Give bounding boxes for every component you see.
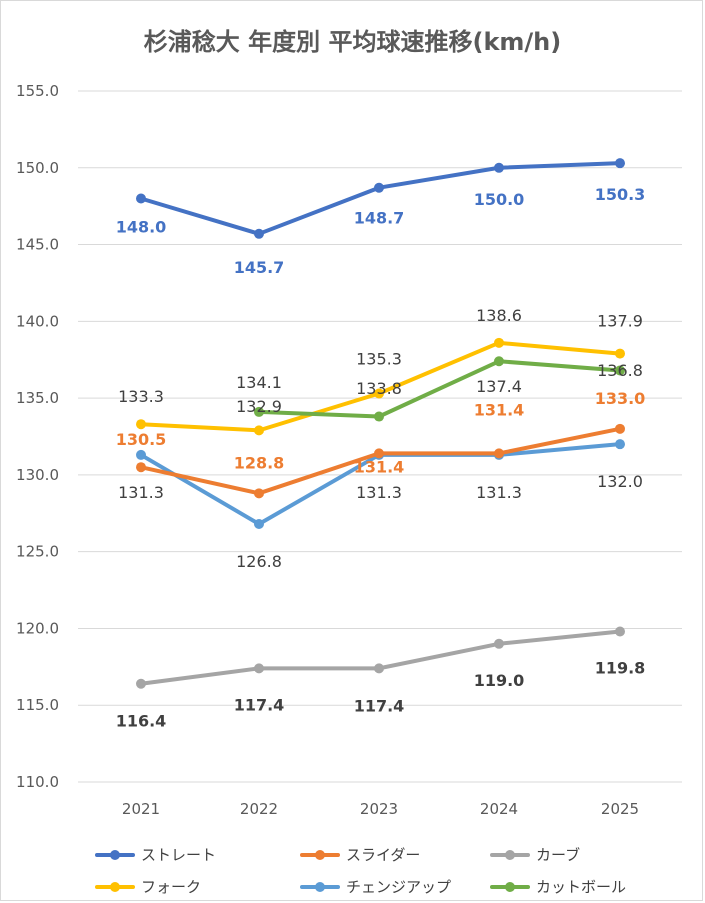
legend-item: スライダー — [300, 844, 420, 865]
legend-label: ストレート — [141, 846, 217, 864]
chart-legend: ストレート スライダー カーブフォーク チェンジアップ カットボール — [0, 832, 705, 902]
line-chart: 110.0 115.0 120.0 125.0 130.0 135.0 140.0 145.0… — [16, 82, 682, 818]
data-label: 150.0 — [474, 190, 525, 209]
data-label: 131.4 — [354, 457, 405, 476]
data-label: 132.9 — [236, 397, 282, 416]
data-label: 119.0 — [474, 671, 525, 690]
y-tick-label: 155.0 — [16, 82, 59, 100]
data-point — [254, 663, 264, 674]
legend-swatch-icon — [300, 848, 340, 862]
data-point — [136, 419, 146, 430]
data-point — [136, 193, 146, 204]
data-point — [494, 162, 504, 173]
y-tick-label: 140.0 — [16, 312, 59, 330]
data-point — [374, 663, 384, 674]
data-label: 135.3 — [356, 350, 402, 369]
data-point — [494, 337, 504, 348]
y-tick-label: 130.0 — [16, 466, 59, 484]
legend-label: フォーク — [141, 878, 202, 896]
legend-item: フォーク — [95, 876, 201, 897]
series-line — [257, 359, 622, 419]
data-point — [254, 406, 264, 417]
data-label: 138.6 — [476, 306, 522, 325]
data-label: 150.3 — [595, 185, 646, 204]
data-label: 133.3 — [118, 387, 164, 406]
legend-label: カーブ — [536, 846, 581, 864]
data-point — [374, 411, 384, 422]
x-tick-label: 2024 — [480, 800, 518, 818]
data-point — [374, 182, 384, 193]
data-label: 131.4 — [474, 400, 525, 419]
chart-title: 杉浦稔大 年度別 平均球速推移(km/h) — [143, 28, 562, 56]
data-label: 117.4 — [354, 696, 405, 715]
data-label: 131.3 — [356, 483, 402, 502]
data-label: 133.0 — [595, 389, 646, 408]
data-point — [136, 462, 146, 473]
data-label: 145.7 — [234, 258, 285, 277]
data-label: 116.4 — [116, 712, 167, 731]
data-point — [615, 158, 625, 169]
data-label: 148.7 — [354, 209, 405, 228]
data-point — [615, 348, 625, 359]
y-tick-label: 135.0 — [16, 389, 59, 407]
y-tick-label: 145.0 — [16, 236, 59, 254]
y-tick-label: 110.0 — [16, 773, 59, 791]
data-point — [494, 356, 504, 367]
data-label: 131.3 — [118, 483, 164, 502]
data-point — [615, 626, 625, 637]
legend-item: チェンジアップ — [300, 876, 451, 897]
y-tick-label: 120.0 — [16, 619, 59, 637]
data-label: 148.0 — [116, 217, 167, 236]
data-point — [254, 425, 264, 436]
data-label: 130.5 — [116, 430, 167, 449]
data-label: 133.8 — [356, 379, 402, 398]
data-point — [254, 488, 264, 499]
data-label: 137.9 — [597, 312, 643, 331]
x-tick-label: 2022 — [240, 800, 278, 818]
y-tick-label: 125.0 — [16, 543, 59, 561]
data-point — [254, 519, 264, 530]
legend-item: カーブ — [490, 844, 580, 865]
data-point — [615, 423, 625, 434]
data-label: 131.3 — [476, 483, 522, 502]
data-point — [615, 439, 625, 450]
series-line — [139, 629, 622, 686]
y-tick-label: 150.0 — [16, 159, 59, 177]
data-label: 136.8 — [597, 361, 643, 380]
legend-item: カットボール — [490, 876, 626, 897]
data-point — [374, 388, 384, 399]
data-point — [615, 365, 625, 376]
legend-swatch-icon — [95, 880, 135, 894]
data-point — [136, 678, 146, 689]
data-label: 119.8 — [595, 659, 646, 678]
x-tick-label: 2023 — [360, 800, 398, 818]
data-label: 134.1 — [236, 373, 282, 392]
legend-swatch-icon — [490, 848, 530, 862]
data-label: 137.4 — [476, 377, 522, 396]
legend-label: チェンジアップ — [346, 878, 452, 896]
x-tick-label: 2025 — [601, 800, 639, 818]
legend-label: カットボール — [536, 878, 627, 896]
data-point — [374, 448, 384, 459]
y-tick-label: 115.0 — [16, 696, 59, 714]
data-point — [494, 638, 504, 649]
legend-item: ストレート — [95, 844, 216, 865]
data-point — [254, 228, 264, 239]
legend-swatch-icon — [95, 848, 135, 862]
data-label: 128.8 — [234, 453, 285, 472]
data-point — [494, 448, 504, 459]
data-label: 126.8 — [236, 552, 282, 571]
legend-swatch-icon — [490, 880, 530, 894]
data-label: 117.4 — [234, 695, 285, 714]
data-point — [136, 449, 146, 460]
legend-swatch-icon — [300, 880, 340, 894]
legend-label: スライダー — [346, 846, 421, 864]
x-tick-label: 2021 — [122, 800, 160, 818]
data-label: 132.0 — [597, 472, 643, 491]
